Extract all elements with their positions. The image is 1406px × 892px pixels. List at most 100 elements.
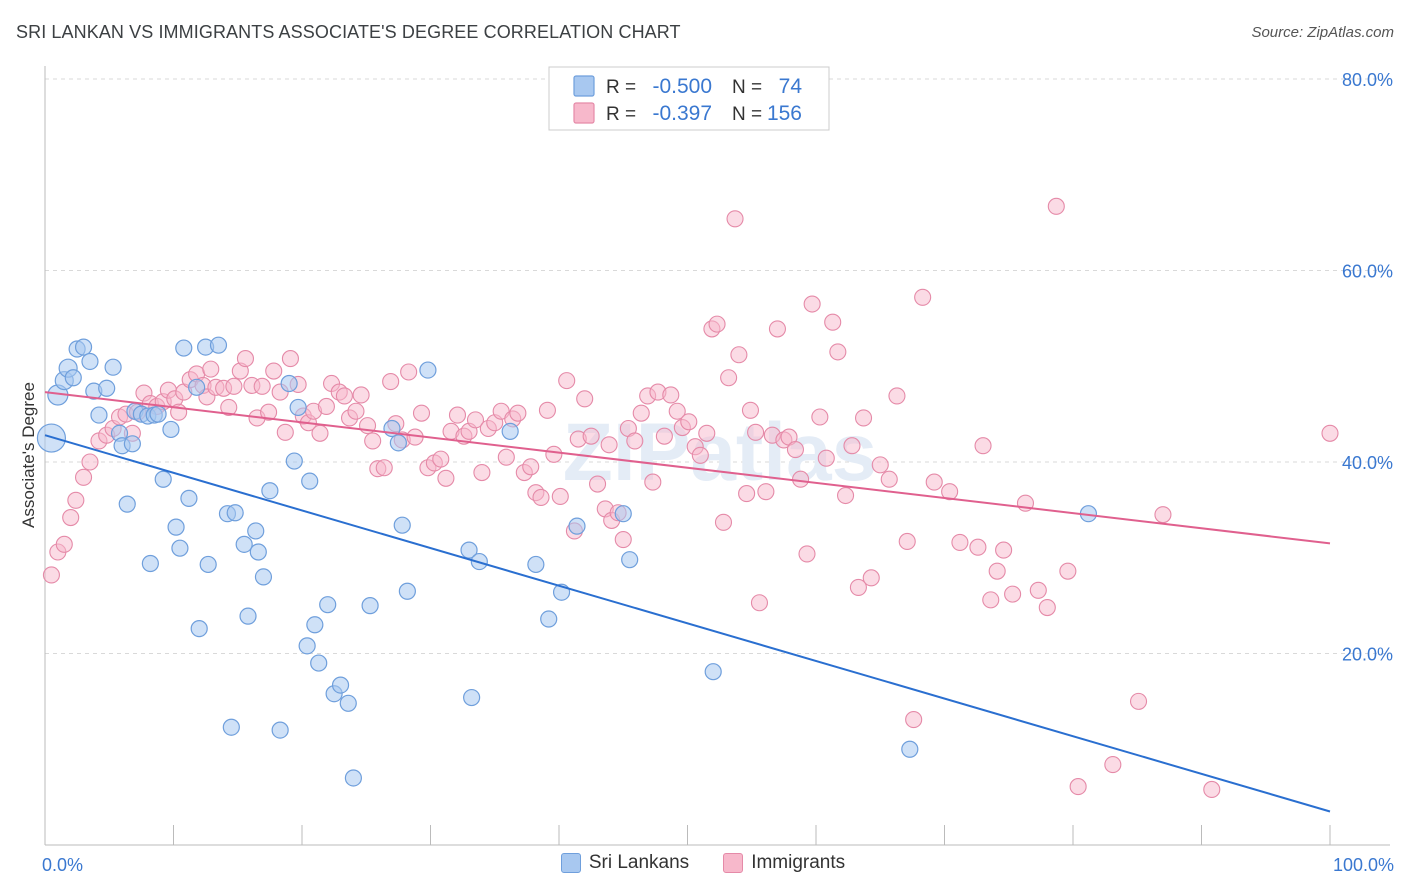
axes — [44, 66, 1390, 846]
data-point-sri-lankans — [339, 694, 357, 712]
data-point-sri-lankans — [306, 616, 324, 634]
trend-lines — [44, 391, 1331, 813]
trend-line-sri-lankans — [44, 434, 1331, 813]
data-point-immigrants — [698, 424, 716, 442]
data-point-immigrants — [668, 402, 686, 420]
data-point-sri-lankans — [167, 518, 185, 536]
data-point-sri-lankans — [81, 352, 99, 371]
data-point-sri-lankans — [249, 543, 267, 561]
data-point-sri-lankans — [254, 568, 273, 586]
data-point-sri-lankans — [361, 597, 379, 615]
data-point-immigrants — [311, 424, 329, 442]
data-point-sri-lankans — [463, 688, 481, 707]
data-point-immigrants — [691, 446, 709, 464]
data-point-immigrants — [225, 377, 243, 395]
data-point-immigrants — [276, 423, 294, 441]
stats-n-value: 156 — [767, 102, 802, 125]
stats-r-label: R = — [606, 77, 636, 98]
data-point-sri-lankans — [298, 637, 316, 655]
data-point-immigrants — [558, 372, 576, 390]
data-point-immigrants — [281, 350, 299, 368]
legend-item-immigrants[interactable]: Immigrants — [723, 852, 845, 874]
data-point-immigrants — [576, 390, 594, 408]
stats-r-label: R = — [606, 104, 636, 125]
x-tick-label: 100.0% — [1333, 855, 1394, 875]
data-point-immigrants — [260, 403, 278, 421]
data-point-immigrants — [1203, 780, 1221, 799]
data-point-sri-lankans — [501, 422, 519, 440]
data-point-immigrants — [747, 423, 765, 441]
data-point-immigrants — [880, 470, 898, 488]
data-point-sri-lankans — [64, 369, 82, 387]
data-point-immigrants — [843, 437, 861, 455]
trend-line-immigrants — [44, 391, 1331, 545]
stats-r-value: -0.397 — [652, 102, 712, 125]
data-point-immigrants — [1129, 692, 1148, 710]
chart-title: SRI LANKAN VS IMMIGRANTS ASSOCIATE'S DEG… — [16, 22, 681, 42]
data-point-immigrants — [811, 408, 829, 426]
data-point-immigrants — [545, 445, 563, 463]
data-point-immigrants — [1059, 562, 1077, 580]
data-point-immigrants — [466, 411, 485, 429]
data-point-immigrants — [995, 541, 1013, 559]
data-point-immigrants — [750, 594, 769, 612]
stats-legend-box — [548, 66, 830, 131]
data-point-immigrants — [792, 470, 810, 488]
data-point-immigrants — [1104, 756, 1122, 774]
data-point-immigrants — [202, 360, 220, 378]
data-point-immigrants — [708, 315, 726, 333]
data-point-immigrants — [974, 437, 992, 455]
data-point-immigrants — [1321, 424, 1339, 442]
data-point-immigrants — [1047, 197, 1065, 215]
data-point-immigrants — [432, 450, 450, 468]
data-point-immigrants — [626, 432, 644, 450]
data-point-sri-lankans — [175, 339, 193, 357]
tick-labels: 20.0% 40.0% 60.0% 80.0% 0.0% 100.0% — [42, 70, 1394, 875]
data-point-sri-lankans — [460, 541, 478, 559]
data-point-immigrants — [509, 404, 527, 422]
data-point-immigrants — [412, 404, 431, 422]
data-point-sri-lankans — [149, 405, 167, 423]
legend-item-sri-lankans[interactable]: Sri Lankans — [560, 852, 689, 874]
data-point-immigrants — [837, 486, 855, 505]
data-point-sri-lankans — [621, 551, 639, 569]
data-point-immigrants — [1029, 581, 1047, 599]
data-point-immigrants — [1038, 598, 1056, 617]
data-point-sri-lankans — [419, 361, 437, 379]
data-point-immigrants — [741, 401, 760, 419]
data-point-immigrants — [888, 387, 906, 405]
data-point-immigrants — [265, 362, 283, 380]
data-point-sri-lankans — [247, 522, 265, 540]
data-point-sri-lankans — [261, 482, 279, 500]
data-point-sri-lankans — [180, 489, 198, 507]
stats-n-label: N = — [732, 104, 762, 125]
data-point-immigrants — [62, 508, 80, 527]
data-point-immigrants — [582, 427, 600, 445]
data-point-immigrants — [551, 487, 569, 506]
data-point-immigrants — [81, 453, 99, 471]
data-point-sri-lankans — [271, 721, 289, 739]
data-point-immigrants — [437, 469, 455, 487]
data-point-sri-lankans — [280, 374, 298, 393]
data-point-immigrants — [714, 513, 733, 531]
data-point-sri-lankans — [289, 398, 307, 417]
data-point-immigrants — [757, 483, 775, 501]
data-point-sri-lankans — [190, 620, 208, 638]
data-point-immigrants — [75, 468, 93, 486]
data-point-immigrants — [236, 350, 255, 368]
data-point-immigrants — [829, 343, 847, 361]
data-point-immigrants — [364, 432, 382, 450]
data-point-immigrants — [824, 313, 842, 331]
data-point-immigrants — [914, 288, 932, 306]
data-point-sri-lankans — [704, 663, 722, 681]
data-point-immigrants — [532, 488, 550, 506]
data-point-immigrants — [988, 562, 1006, 580]
y-tick-label: 20.0% — [1342, 645, 1393, 665]
data-point-immigrants — [220, 398, 238, 416]
data-point-immigrants — [898, 532, 916, 551]
data-point-sri-lankans — [389, 434, 407, 452]
data-point-immigrants — [1004, 585, 1022, 603]
y-axis-label: Associate's Degree — [19, 382, 38, 528]
data-point-immigrants — [644, 473, 662, 491]
